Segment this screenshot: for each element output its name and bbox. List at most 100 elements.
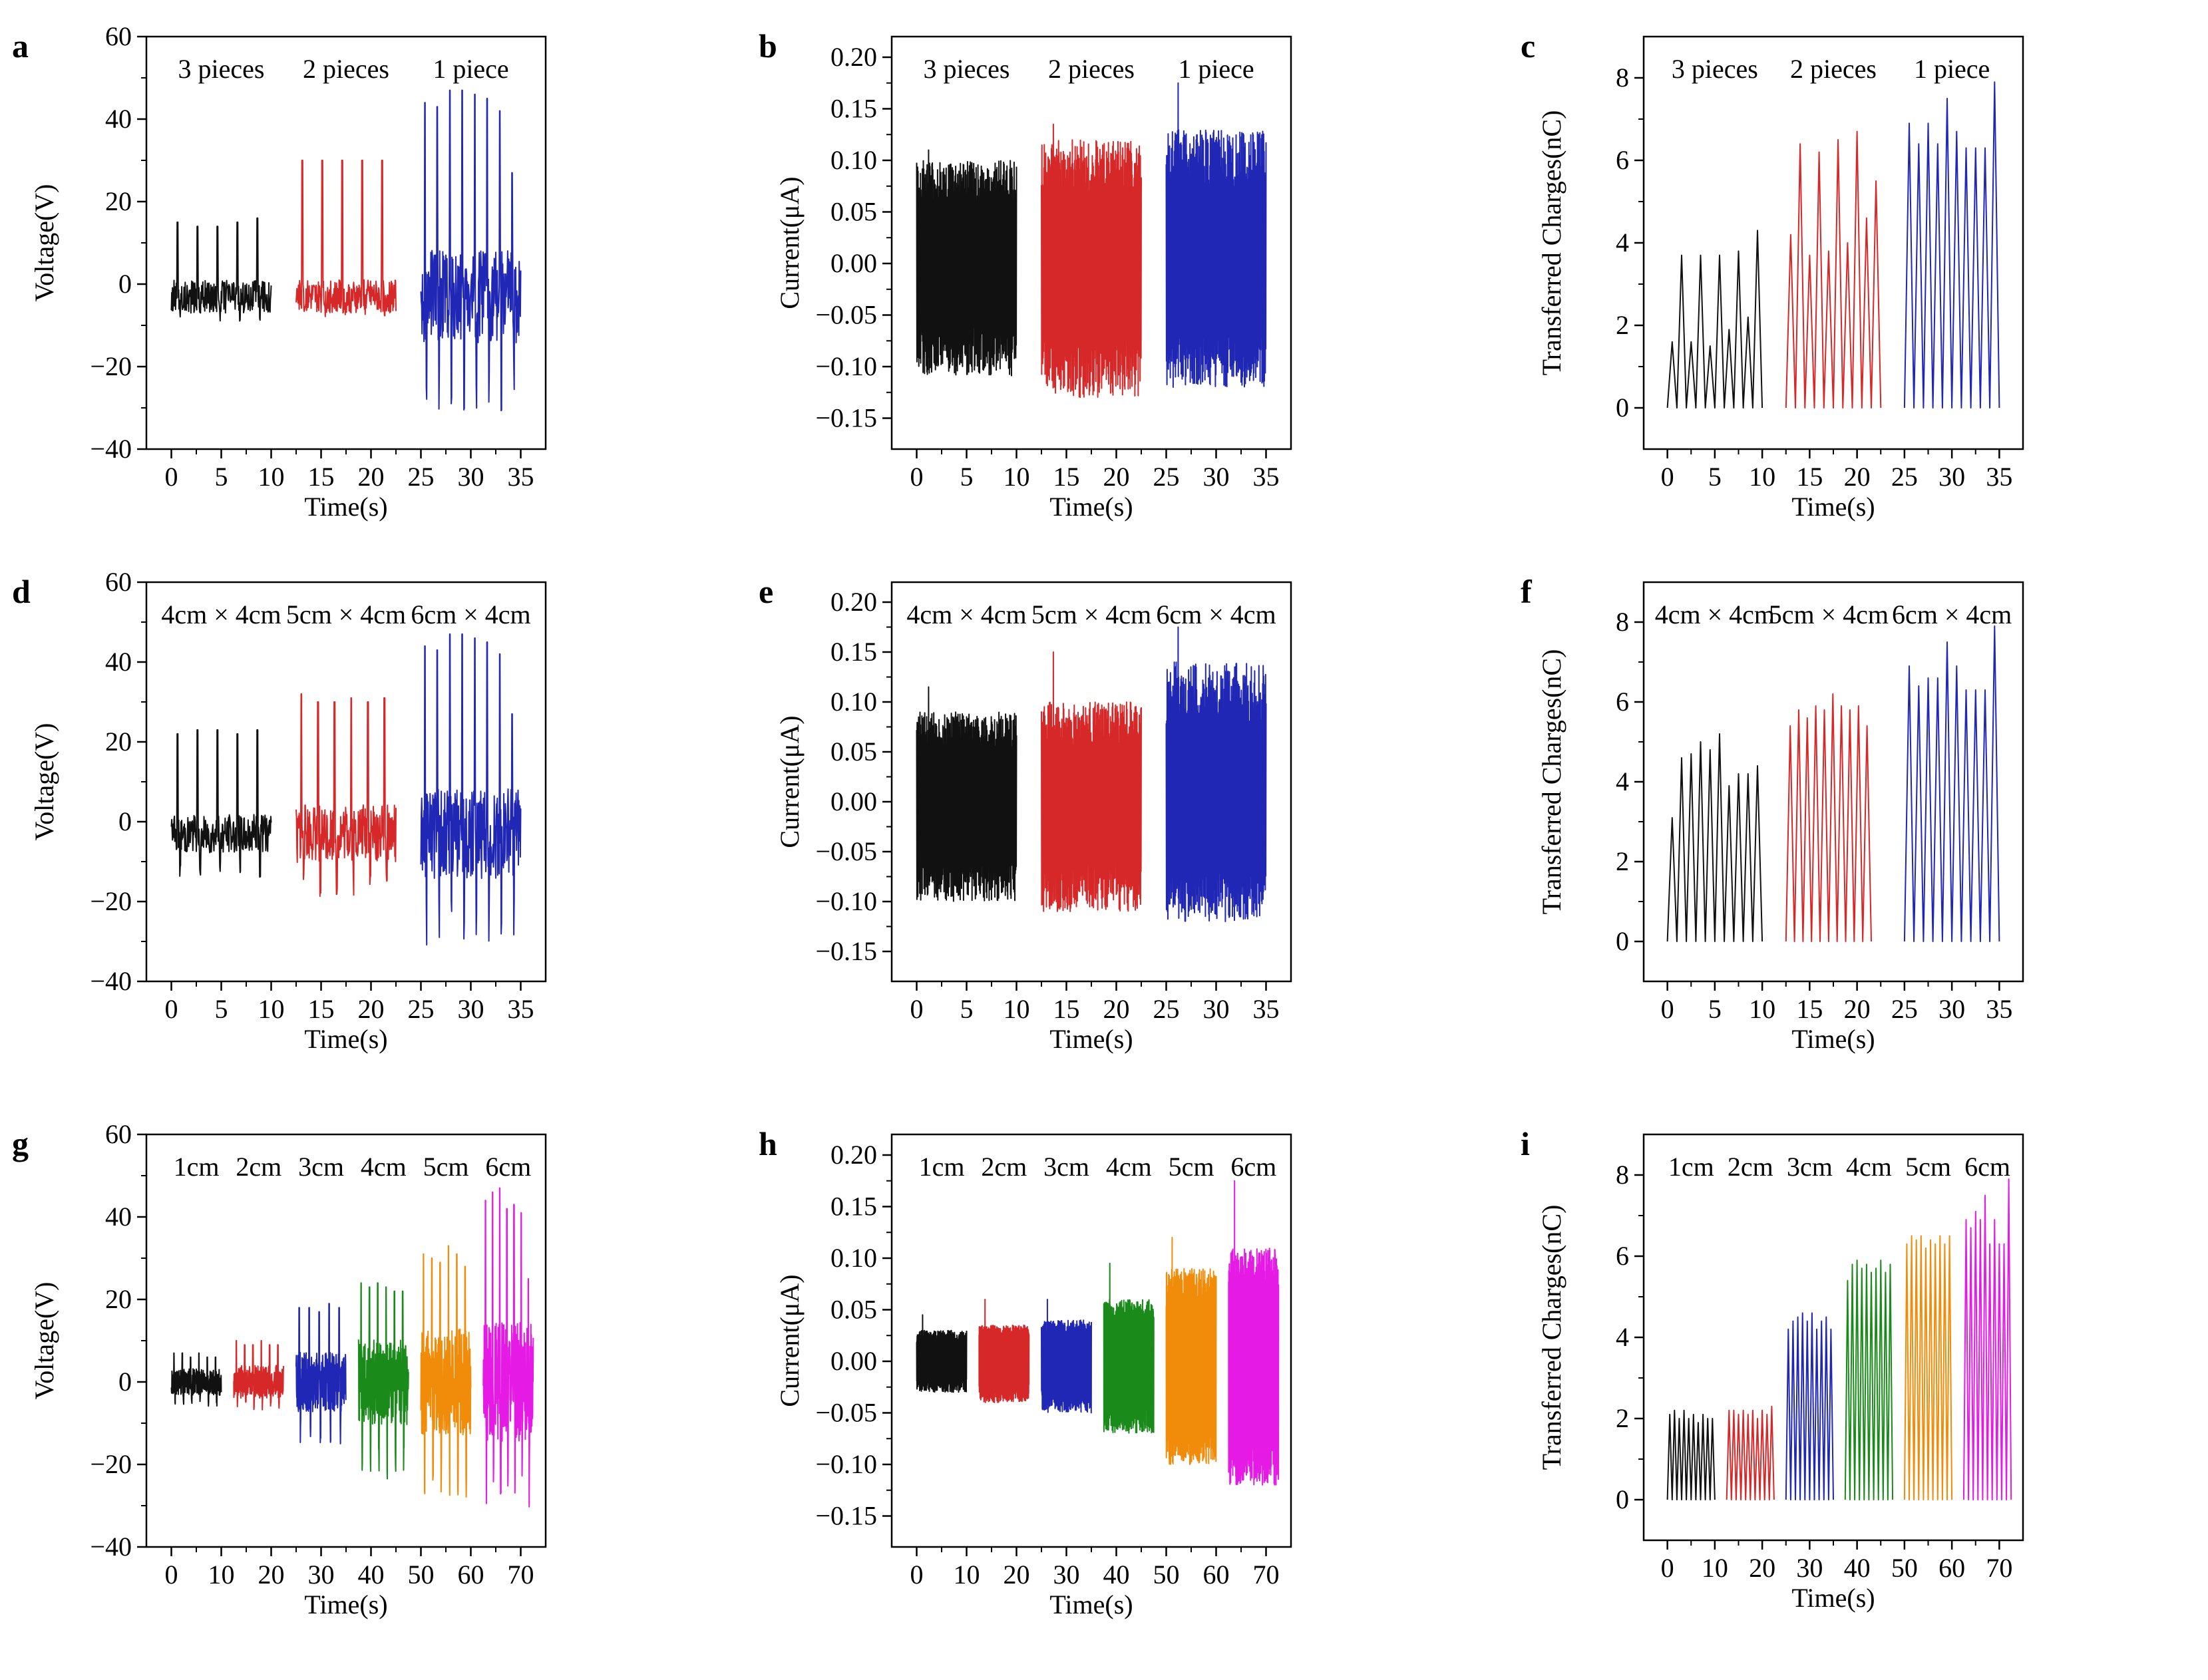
y-axis-label: Voltage(V) [29, 184, 59, 302]
series-label: 6cm [1230, 1152, 1276, 1182]
series-label: 4cm [1846, 1152, 1892, 1182]
x-tick-label: 5 [960, 462, 974, 492]
series-line [916, 149, 1017, 377]
series-line [420, 633, 522, 946]
x-tick-label: 10 [1702, 1553, 1728, 1583]
y-axis-label: Current(μA) [775, 715, 805, 848]
y-tick-label: −20 [90, 1449, 132, 1479]
series-label: 6cm × 4cm [1892, 599, 2012, 629]
series-line [1785, 1312, 1834, 1500]
y-axis-label: Transferred Charges(nC) [1537, 649, 1566, 915]
series-line [1962, 1178, 2012, 1500]
chart-svg: 0 5 10 15 20 25 30 35 0 2 4 6 8 Time(s) Transferred Ch… [1537, 581, 2024, 1054]
y-tick-label: 0.00 [830, 248, 877, 278]
x-tick-label: 10 [954, 1560, 980, 1590]
x-tick-label: 25 [1891, 994, 1918, 1024]
x-tick-label: 15 [308, 994, 335, 1024]
series-label: 1cm [1668, 1152, 1714, 1182]
x-tick-label: 40 [358, 1560, 385, 1590]
series-line [420, 89, 522, 412]
x-tick-label: 0 [1661, 1553, 1674, 1583]
x-tick-label: 35 [1253, 462, 1280, 492]
panel-letter: i [1521, 1125, 1530, 1162]
x-tick-label: 25 [408, 994, 435, 1024]
series-label: 5cm [1905, 1152, 1951, 1182]
x-tick-label: 20 [358, 994, 385, 1024]
series-label: 2 pieces [303, 54, 389, 84]
series-line [1228, 1180, 1280, 1486]
panel-a: a 0 5 10 15 20 25 30 35 −40 −20 0 20 40 60 Time(s) Volt… [0, 0, 732, 559]
chart-svg: 0 10 20 30 40 50 60 70 0 2 4 6 8 Time(s) Transferred C… [1537, 1133, 2024, 1613]
x-tick-label: 30 [1938, 994, 1965, 1024]
series-label: 3cm [1043, 1152, 1089, 1182]
series-label: 5cm × 4cm [1031, 599, 1151, 629]
y-tick-label: 0.15 [830, 637, 877, 667]
series-line [1666, 230, 1763, 409]
series-line [1165, 1237, 1217, 1465]
x-tick-label: 35 [508, 462, 534, 492]
x-tick-label: 0 [165, 462, 178, 492]
x-tick-label: 0 [165, 994, 178, 1024]
series-line [170, 729, 272, 878]
series-line [1903, 81, 2000, 409]
x-tick-label: 5 [1708, 462, 1722, 492]
x-tick-label: 50 [1891, 1553, 1918, 1583]
y-tick-label: 0 [118, 1367, 132, 1397]
series-line [1785, 693, 1872, 942]
series-line [1666, 733, 1763, 942]
x-tick-label: 30 [1053, 1560, 1080, 1590]
y-tick-label: 20 [105, 186, 132, 216]
x-tick-label: 70 [508, 1560, 534, 1590]
x-tick-label: 30 [1938, 462, 1965, 492]
series-line [1903, 1235, 1953, 1500]
series-label: 2 pieces [1048, 54, 1135, 84]
series-line [1666, 1409, 1716, 1500]
y-tick-label: −0.10 [815, 886, 877, 916]
x-tick-label: 35 [508, 994, 534, 1024]
x-tick-label: 0 [910, 462, 924, 492]
x-tick-label: 40 [1103, 1560, 1130, 1590]
plot-frame [1642, 581, 2024, 983]
x-tick-label: 25 [1153, 462, 1180, 492]
y-tick-label: −0.15 [815, 936, 877, 966]
x-tick-label: 30 [1796, 1553, 1823, 1583]
x-tick-label: 60 [458, 1560, 484, 1590]
chart-svg: 0 10 20 30 40 50 60 70 −40 −20 0 20 40 60 Time(s) Volta… [29, 1119, 547, 1619]
y-tick-label: 40 [105, 104, 132, 134]
y-axis-label: Current(μA) [775, 176, 805, 309]
y-tick-label: −0.05 [815, 300, 877, 330]
x-axis-label: Time(s) [1049, 492, 1133, 522]
y-tick-label: 0 [118, 806, 132, 836]
y-tick-label: −40 [90, 434, 132, 464]
series-line [1844, 1260, 1894, 1500]
plot-frame [145, 35, 547, 450]
series-line [978, 1299, 1030, 1403]
series-label: 1 piece [1178, 54, 1254, 84]
panel-d: d 0 5 10 15 20 25 30 35 −40 −20 0 20 40 60 Time(s) Volt… [0, 546, 732, 1104]
panel-g: g 0 10 20 30 40 50 60 70 −40 −20 0 20 40 60 Time(s) Vol… [0, 1098, 732, 1657]
panel-letter: g [12, 1125, 29, 1162]
y-tick-label: 0.05 [830, 737, 877, 766]
y-tick-label: 0.15 [830, 1192, 877, 1222]
panel-letter: e [759, 573, 774, 610]
y-tick-label: 0 [118, 269, 132, 299]
series-label: 1 piece [433, 54, 508, 84]
series-label: 6cm [485, 1152, 531, 1182]
y-tick-label: 0.05 [830, 197, 877, 227]
y-tick-label: 8 [1616, 63, 1629, 92]
y-axis-label: Voltage(V) [29, 1282, 59, 1400]
series-line [170, 217, 272, 322]
panel-letter: c [1521, 27, 1536, 65]
x-tick-label: 20 [258, 1560, 285, 1590]
series-label: 1cm [174, 1152, 220, 1182]
x-tick-label: 20 [1844, 462, 1871, 492]
panel-letter: d [12, 573, 31, 610]
x-tick-label: 15 [1053, 462, 1080, 492]
series-label: 6cm × 4cm [411, 599, 530, 629]
series-line [295, 1303, 347, 1444]
x-tick-label: 30 [458, 462, 484, 492]
y-tick-label: 0 [1616, 1484, 1629, 1514]
series-label: 4cm × 4cm [1655, 599, 1775, 629]
series-line [1165, 626, 1267, 922]
series-line [1041, 651, 1142, 912]
